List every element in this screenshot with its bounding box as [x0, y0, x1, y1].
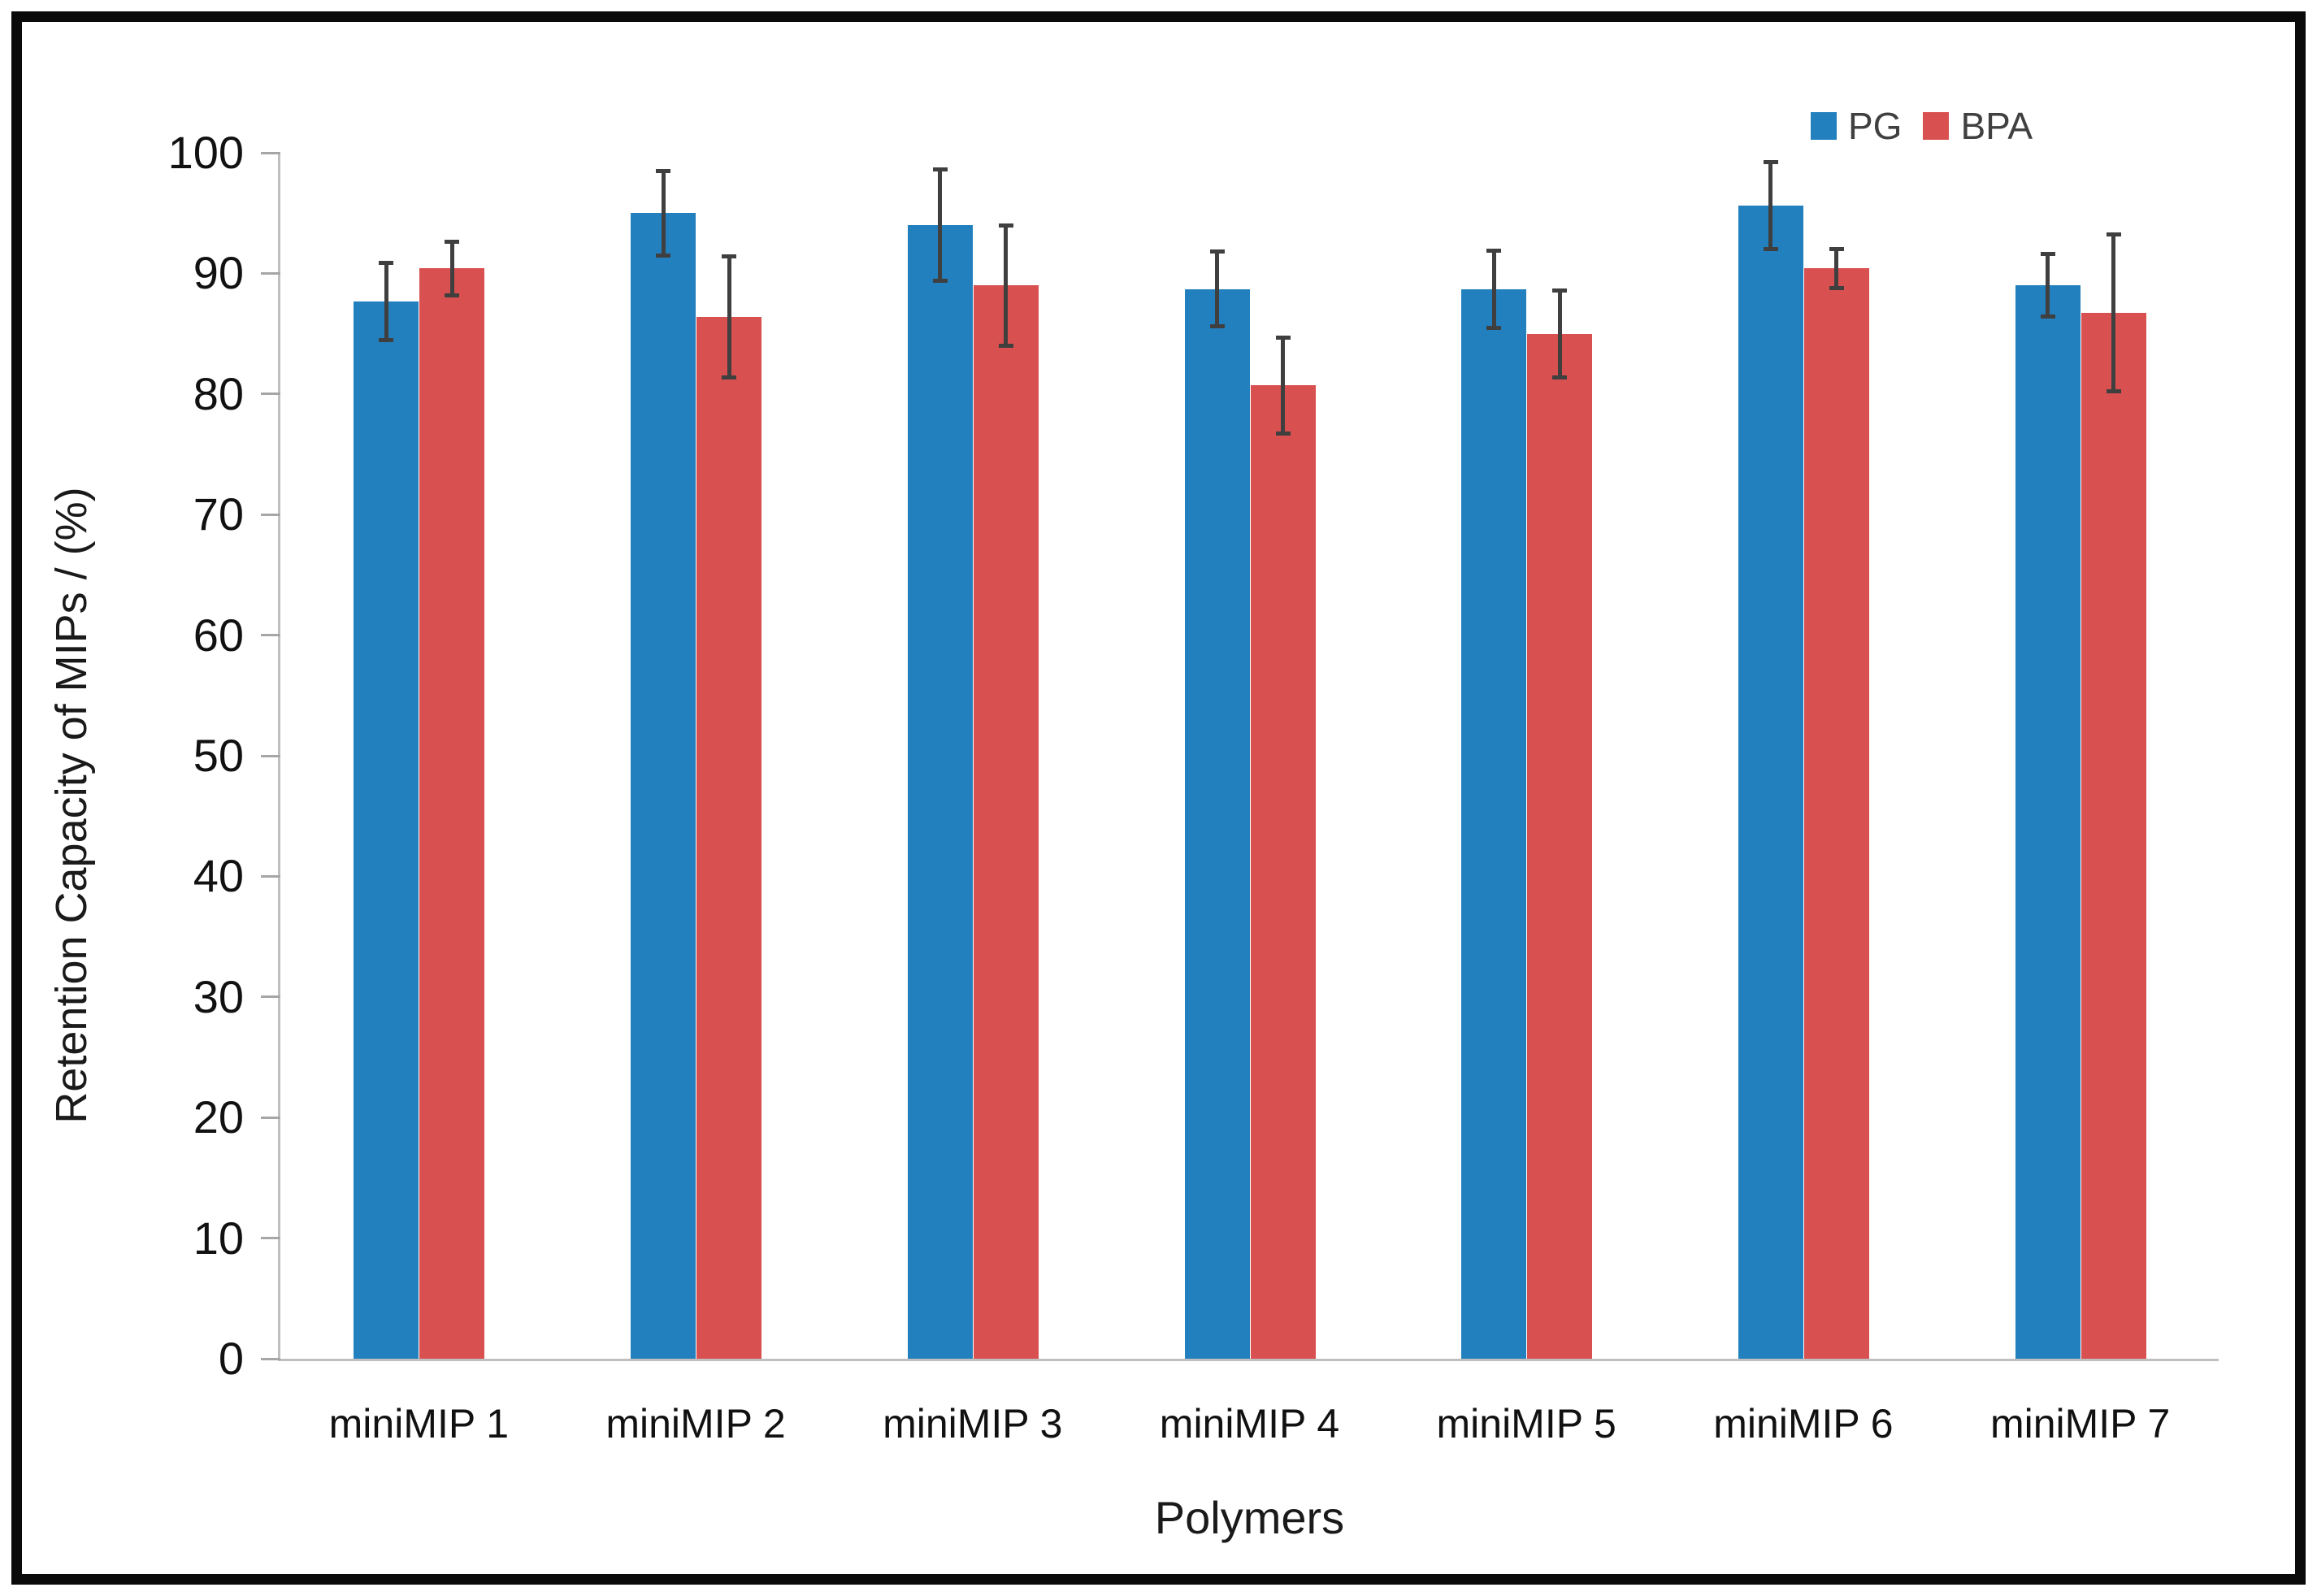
y-tick-0	[261, 1357, 280, 1360]
errorbar-cap-pg-7-top	[2040, 252, 2055, 257]
errorbar-cap-bpa-4-bottom	[1275, 432, 1291, 436]
bar-pg-5	[1461, 288, 1527, 1359]
errorbar-bpa-4	[1281, 337, 1285, 434]
errorbar-cap-pg-2-bottom	[656, 253, 671, 258]
errorbar-bpa-2	[727, 256, 731, 377]
bar-pg-3	[907, 225, 973, 1359]
errorbar-cap-pg-5-top	[1486, 248, 1502, 253]
errorbar-cap-pg-4-bottom	[1209, 324, 1225, 329]
errorbar-bpa-7	[2111, 234, 2116, 392]
errorbar-pg-6	[1768, 162, 1773, 249]
bar-bpa-4	[1250, 385, 1316, 1359]
x-label-2: miniMIP 2	[605, 1401, 786, 1446]
errorbar-cap-pg-1-bottom	[379, 337, 394, 342]
errorbar-pg-3	[938, 169, 943, 281]
x-label-7: miniMIP 7	[1989, 1401, 2171, 1446]
errorbar-cap-bpa-1-top	[445, 240, 460, 245]
errorbar-cap-bpa-7-top	[2106, 232, 2121, 237]
bar-bpa-2	[696, 316, 762, 1359]
y-tick-100	[261, 151, 280, 154]
y-tick-60	[261, 634, 280, 637]
errorbar-cap-pg-6-top	[1763, 160, 1778, 165]
legend-label-bpa: BPA	[1960, 105, 2033, 147]
bar-pg-6	[1738, 206, 1803, 1359]
y-tick-label-20: 20	[193, 1091, 244, 1143]
x-label-4: miniMIP 4	[1159, 1401, 1340, 1446]
errorbar-pg-1	[384, 262, 388, 340]
x-label-5: miniMIP 5	[1436, 1401, 1616, 1446]
bar-bpa-1	[419, 268, 485, 1359]
legend-label-pg: PG	[1848, 105, 1903, 147]
errorbar-cap-bpa-2-bottom	[722, 375, 737, 379]
y-tick-label-70: 70	[193, 488, 244, 540]
y-tick-label-60: 60	[193, 609, 244, 661]
errorbar-cap-bpa-3-top	[998, 223, 1013, 228]
errorbar-cap-pg-4-top	[1209, 249, 1225, 254]
errorbar-cap-bpa-6-top	[1829, 247, 1844, 252]
errorbar-pg-7	[2046, 254, 2050, 317]
y-tick-label-50: 50	[193, 730, 244, 781]
y-tick-label-30: 30	[193, 970, 244, 1022]
bar-pg-2	[631, 213, 696, 1359]
legend-swatch-pg	[1811, 112, 1837, 140]
bar-pg-1	[354, 301, 419, 1359]
y-tick-90	[261, 271, 280, 275]
y-tick-label-0: 0	[218, 1333, 244, 1384]
bar-bpa-5	[1527, 333, 1593, 1359]
errorbar-bpa-1	[449, 241, 454, 296]
x-label-3: miniMIP 3	[883, 1401, 1063, 1446]
errorbar-pg-4	[1215, 251, 1219, 327]
y-tick-50	[261, 754, 280, 757]
errorbar-cap-pg-7-bottom	[2040, 314, 2055, 319]
errorbar-cap-bpa-4-top	[1275, 335, 1291, 340]
y-tick-label-10: 10	[193, 1212, 244, 1264]
x-axis-line	[278, 1359, 2219, 1361]
errorbar-cap-bpa-7-bottom	[2106, 389, 2121, 394]
legend: PG BPA	[1811, 104, 2033, 148]
y-tick-label-40: 40	[193, 850, 244, 902]
y-tick-label-90: 90	[193, 247, 244, 299]
errorbar-cap-pg-5-bottom	[1486, 325, 1502, 330]
errorbar-cap-pg-2-top	[656, 168, 671, 173]
errorbar-cap-bpa-5-top	[1552, 288, 1568, 293]
errorbar-cap-pg-1-top	[379, 260, 394, 265]
y-tick-30	[261, 995, 280, 999]
errorbar-bpa-5	[1557, 290, 1562, 378]
errorbar-cap-pg-3-top	[932, 167, 948, 172]
y-tick-80	[261, 392, 280, 396]
x-axis-title: Polymers	[1154, 1492, 1345, 1543]
errorbar-cap-bpa-1-bottom	[445, 293, 460, 297]
bar-bpa-7	[2081, 313, 2146, 1359]
errorbar-bpa-6	[1834, 249, 1839, 288]
errorbar-cap-pg-3-bottom	[932, 278, 948, 283]
y-tick-40	[261, 874, 280, 878]
y-tick-label-80: 80	[193, 367, 244, 419]
errorbar-bpa-3	[1004, 225, 1009, 346]
y-tick-70	[261, 513, 280, 516]
y-tick-10	[261, 1237, 280, 1240]
legend-swatch-bpa	[1923, 112, 1950, 140]
y-tick-label-100: 100	[167, 127, 244, 178]
legend-entry-pg: PG	[1811, 104, 1902, 148]
errorbar-cap-bpa-3-bottom	[998, 343, 1013, 348]
bar-bpa-3	[973, 285, 1039, 1359]
x-label-1: miniMIP 1	[328, 1401, 510, 1446]
bar-bpa-6	[1803, 268, 1869, 1359]
x-label-6: miniMIP 6	[1713, 1401, 1894, 1446]
y-tick-20	[261, 1116, 280, 1119]
bar-pg-4	[1184, 288, 1250, 1359]
errorbar-pg-5	[1491, 250, 1496, 328]
errorbar-cap-pg-6-bottom	[1763, 247, 1778, 252]
bar-pg-7	[2015, 285, 2081, 1359]
errorbar-pg-2	[661, 171, 666, 256]
legend-entry-bpa: BPA	[1923, 104, 2033, 148]
errorbar-cap-bpa-2-top	[722, 254, 737, 259]
errorbar-cap-bpa-5-bottom	[1552, 375, 1568, 379]
errorbar-cap-bpa-6-bottom	[1829, 285, 1844, 290]
